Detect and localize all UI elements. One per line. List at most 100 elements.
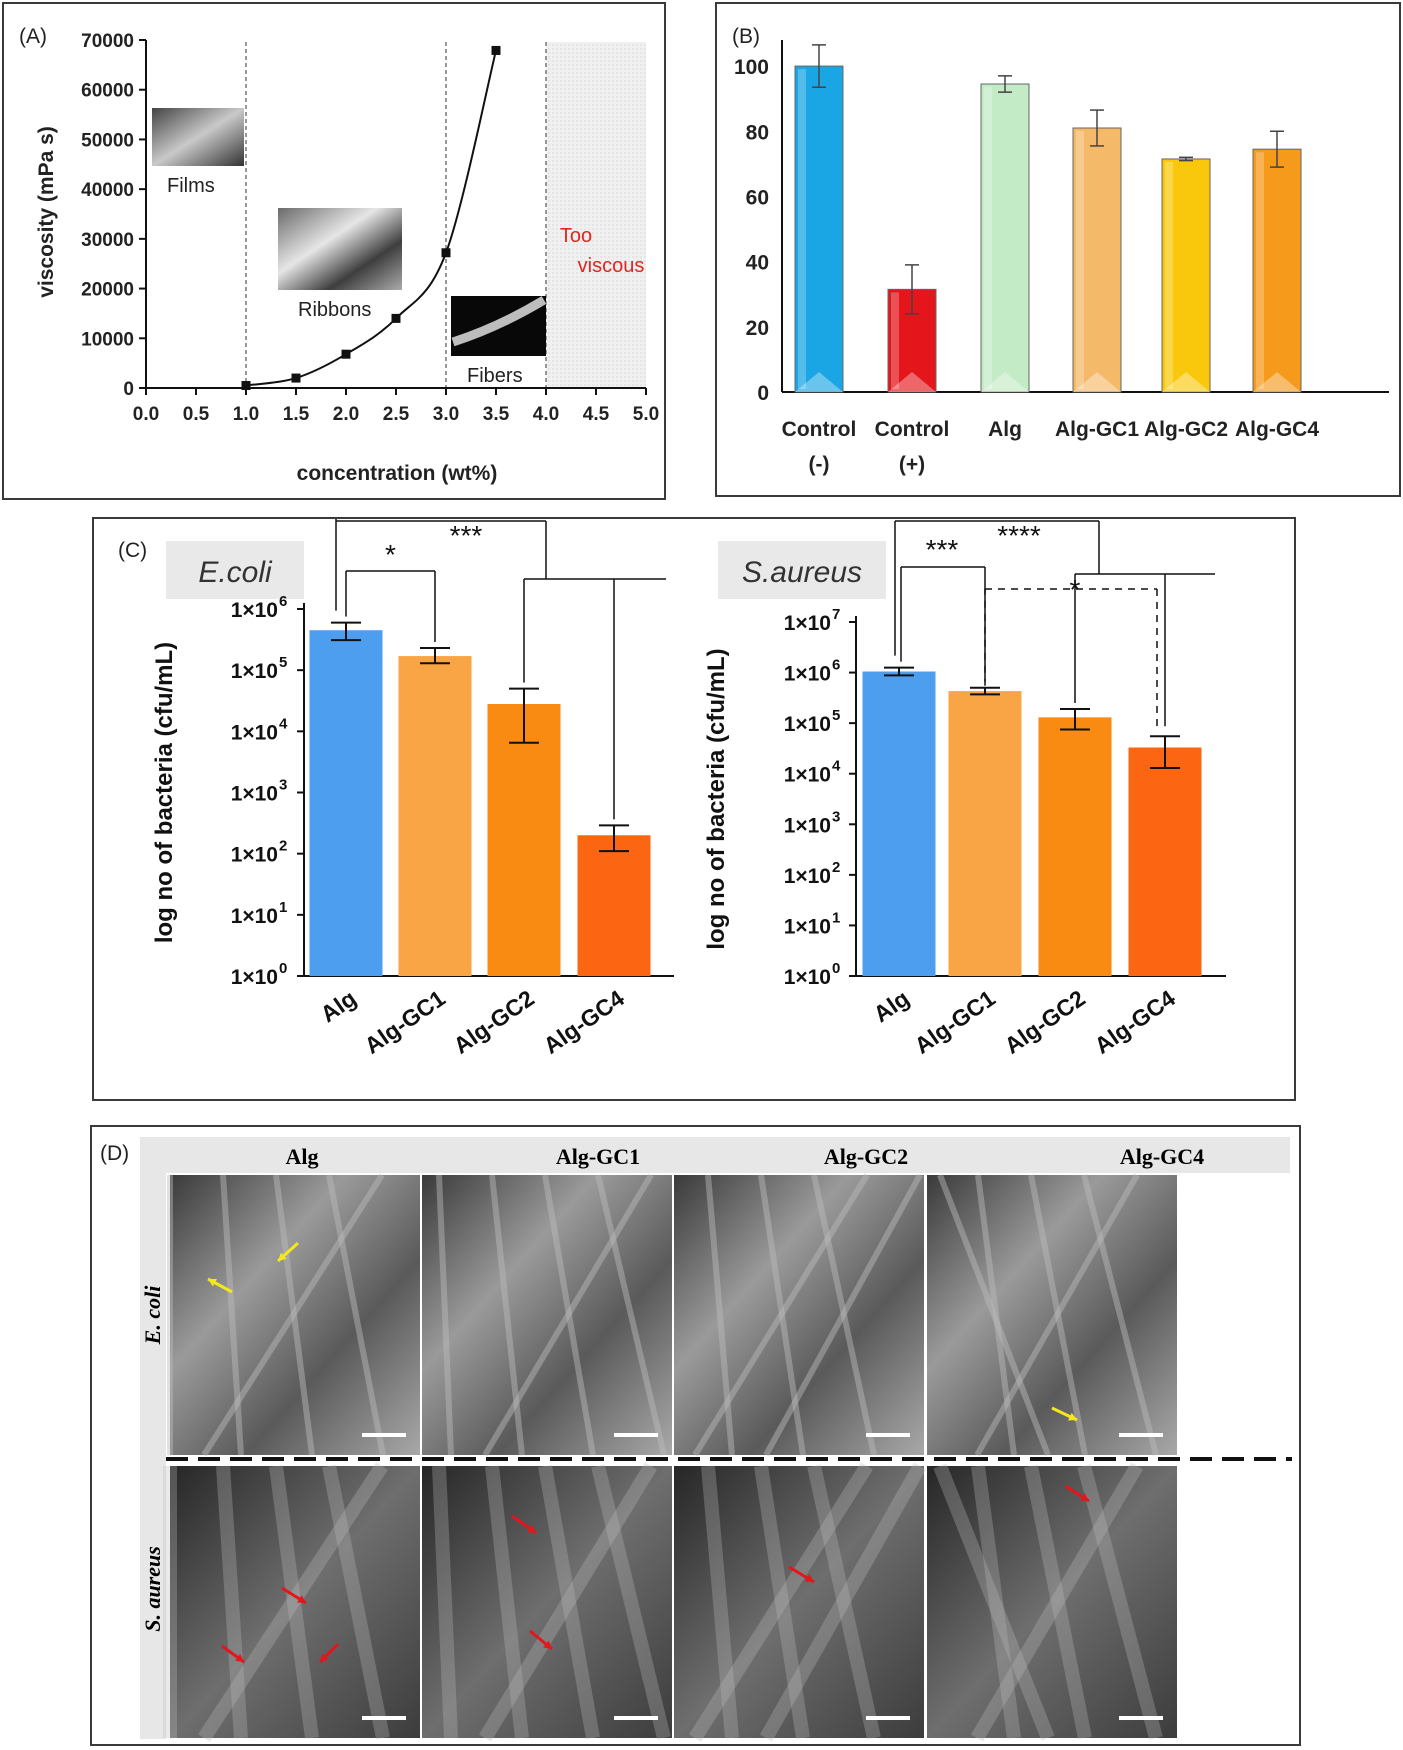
data-point [441,248,451,258]
fiber-texture [692,1173,870,1457]
y-axis-title: log no of bacteria (cfu/mL) [703,648,730,949]
row-header-band [140,1173,166,1739]
y-tick-label: 20 [746,317,769,340]
y-tick-label: 1×10 [784,966,831,989]
y-tick-label: 0 [123,379,134,400]
bar [398,656,472,976]
bar [1072,127,1122,393]
fiber-texture [1081,1174,1159,1456]
too-viscous-label-1: Too [560,225,592,247]
fiber-texture [807,1464,881,1740]
bar [794,65,844,393]
sem-image-tile [170,1175,420,1455]
too-viscous-region [546,42,646,388]
y-tick-label: 70000 [81,31,134,52]
y-tick-exponent: 5 [832,707,840,724]
pointer-arrow-head [1068,1412,1077,1421]
significance-label: *** [450,520,483,551]
bar [309,630,383,976]
panel-c-label: (C) [118,539,147,562]
y-tick-label: 1×10 [231,721,278,744]
y-tick-exponent: 1 [832,909,840,926]
bar-highlight [981,372,1029,392]
fiber-texture [485,1465,529,1739]
category-label: Alg-GC4 [539,985,629,1059]
sem-image-tile [170,1466,420,1738]
category-label: Alg-GC1 [1055,418,1139,441]
fiber-texture [591,1464,671,1740]
bar-highlight [1253,372,1301,392]
y-tick-label: 1×10 [784,663,831,686]
bar [1128,747,1202,976]
too-viscous-label-2: viscous [578,255,645,277]
bar-sheen [984,87,992,389]
y-tick-label: 1×10 [784,612,831,635]
fiber-texture [326,1174,386,1456]
bar-highlight [888,372,936,392]
ecoli-title-box [166,541,304,599]
pointer-arrow-head [320,1653,329,1662]
fiber-texture [216,1465,248,1739]
sem-image-tile [422,1175,672,1455]
fiber-texture [758,1174,806,1456]
y-tick-label: 1×10 [231,599,278,622]
fiber-texture [754,1464,810,1740]
data-point [491,45,501,55]
fiber-texture [220,1174,244,1456]
y-tick-exponent: 0 [832,960,840,977]
bar [577,835,651,976]
fiber-texture [1024,1464,1092,1740]
significance-label: **** [997,520,1041,551]
panel-d-frame: (D) Alg Alg-GC1 Alg-GC2 Alg-GC4 E. coli … [90,1125,1301,1746]
category-label: Alg [869,985,914,1028]
panel-c-frame: (C) E.coli S.aureus 1×10 0 1×10 1 1×10 2 1×10 3… [92,517,1296,1101]
y-tick-exponent: 7 [832,606,840,623]
fiber-texture [933,1463,1055,1741]
sem-image-tile [422,1466,672,1738]
y-tick-label: 30000 [81,230,134,251]
category-label: Alg [988,418,1022,441]
category-label: Alg-GC4 [1090,985,1180,1059]
panel-a-label: (A) [19,25,47,48]
significance-label: *** [926,534,959,565]
fiber-texture [759,1462,927,1742]
fiber-texture [689,1462,873,1742]
significance-label: * [1070,574,1081,605]
pointer-arrow-head [297,1595,306,1603]
y-tick-label: 1×10 [231,966,278,989]
y-tick-label: 40000 [81,180,134,201]
bar [487,703,561,976]
sem-image-grid: (D) Alg Alg-GC1 Alg-GC2 Alg-GC4 E. coli … [100,1137,1292,1742]
y-tick-exponent: 6 [279,593,287,610]
sem-image-tile [674,1175,924,1455]
y-tick-label: 1×10 [784,915,831,938]
bar [1038,717,1112,976]
y-tick-exponent: 5 [279,654,287,671]
row-header-saureus: S. aureus [140,1546,165,1632]
fiber-texture [542,1174,596,1456]
y-tick-label: 1×10 [784,865,831,888]
fiber-texture [538,1464,600,1740]
x-tick-label: 1.0 [233,404,259,425]
films-label: Films [167,175,215,197]
fiber-texture [975,1174,1017,1456]
category-label: Alg-GC2 [449,985,539,1059]
x-tick-label: 1.5 [283,404,310,425]
saureus-title: S.aureus [742,556,862,589]
x-tick-label: 5.0 [633,404,659,425]
bar-sheen [891,292,899,389]
fiber-texture [436,1174,454,1456]
y-tick-exponent: 4 [832,758,841,775]
panel-d-label: (D) [100,1142,129,1165]
data-point [341,349,351,359]
column-header-alg: Alg [286,1144,319,1169]
y-tick-label: 60 [746,186,769,209]
column-header-band [140,1137,1290,1173]
fiber-texture [971,1465,1021,1739]
column-header-alg-gc2: Alg-GC2 [824,1144,908,1169]
pointer-arrow-head [805,1574,814,1582]
viability-chart: (B) 0 20 40 60 80 100 Control (-) Control (+) Alg… [732,25,1389,476]
pointer-arrow-head [208,1278,217,1287]
fiber-texture [595,1174,667,1456]
bar-sheen [1076,131,1084,389]
